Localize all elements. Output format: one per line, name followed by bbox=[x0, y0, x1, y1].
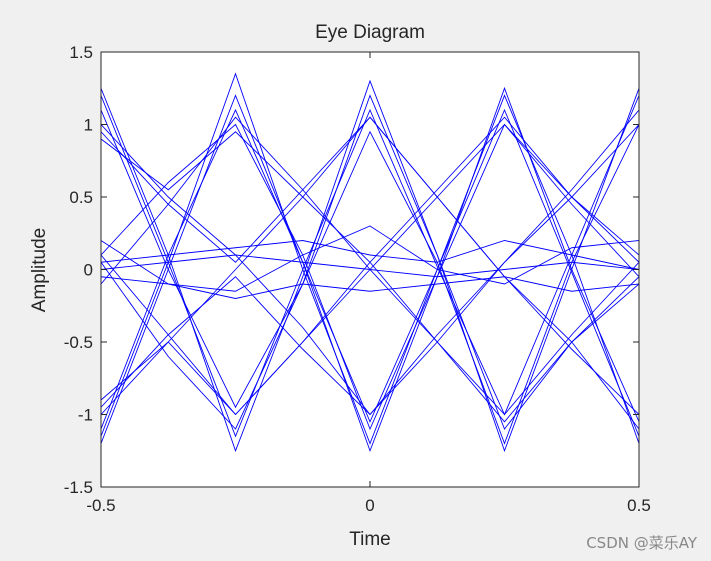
eye-trace-15 bbox=[100, 109, 640, 445]
eye-traces bbox=[100, 72, 640, 453]
eye-trace-19 bbox=[100, 131, 640, 416]
eye-trace-4 bbox=[100, 94, 640, 430]
y-tick-label: 1.5 bbox=[69, 43, 93, 62]
eye-trace-17 bbox=[100, 240, 640, 270]
eye-trace-3 bbox=[100, 123, 640, 431]
eye-trace-9 bbox=[100, 79, 640, 453]
chart-title: Eye Diagram bbox=[315, 22, 425, 43]
y-tick-label: -1 bbox=[78, 406, 93, 425]
x-tick-label: 0.5 bbox=[627, 496, 651, 515]
y-tick-label: 0 bbox=[84, 261, 93, 280]
y-tick-label: -1.5 bbox=[64, 478, 93, 497]
eye-trace-18 bbox=[100, 276, 640, 299]
y-tick-label: -0.5 bbox=[64, 333, 93, 352]
watermark: CSDN @菜乐AY bbox=[586, 534, 697, 552]
axis-ticks: -0.5 0 0.5 -1.5 -1 -0.5 0 0.5 1 1.5 bbox=[64, 43, 651, 515]
y-tick-label: 1 bbox=[84, 116, 93, 135]
y-tick-label: 0.5 bbox=[69, 188, 93, 207]
y-axis-label: Amplitude bbox=[29, 228, 50, 313]
x-tick-label: -0.5 bbox=[86, 496, 115, 515]
eye-trace-20 bbox=[100, 123, 640, 416]
x-tick-label: 0 bbox=[365, 496, 374, 515]
eye-trace-8 bbox=[100, 225, 640, 292]
eye-trace-16 bbox=[100, 86, 640, 453]
x-axis-label: Time bbox=[349, 529, 391, 550]
eye-trace-10 bbox=[100, 72, 640, 445]
eye-trace-11 bbox=[100, 116, 640, 415]
